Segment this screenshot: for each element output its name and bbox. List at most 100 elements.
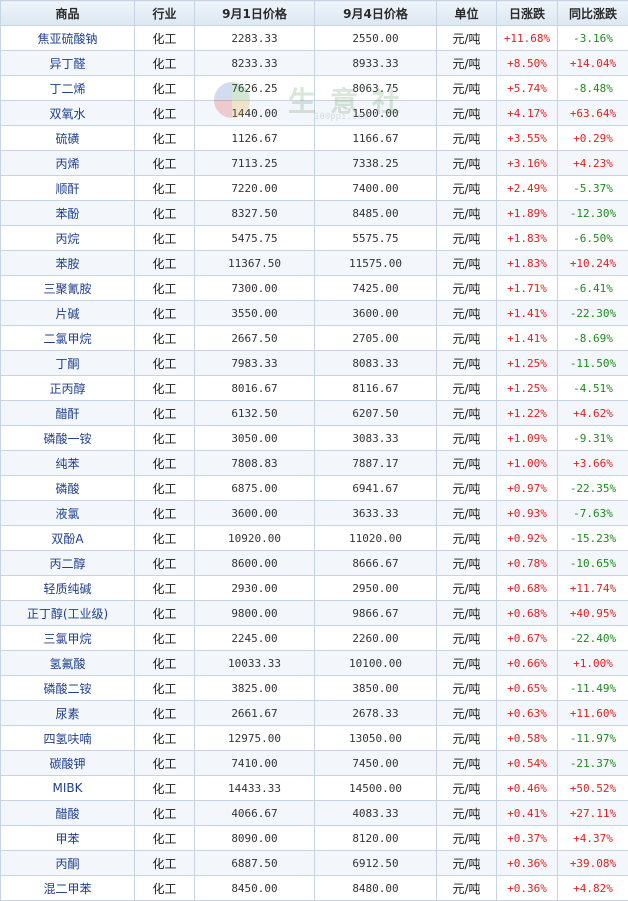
cell-yoy-change: -5.37% xyxy=(558,176,628,201)
cell-yoy-change: +4.37% xyxy=(558,826,628,851)
cell-commodity: 混二甲苯 xyxy=(1,876,135,901)
cell-price-sep1: 1126.67 xyxy=(195,126,315,151)
header-price-sep4: 9月4日价格 xyxy=(315,1,437,26)
cell-industry: 化工 xyxy=(135,501,195,526)
cell-unit: 元/吨 xyxy=(437,601,497,626)
cell-daily-change: +0.58% xyxy=(497,726,558,751)
cell-price-sep1: 8090.00 xyxy=(195,826,315,851)
cell-daily-change: +1.83% xyxy=(497,251,558,276)
cell-daily-change: +1.41% xyxy=(497,301,558,326)
cell-unit: 元/吨 xyxy=(437,851,497,876)
cell-price-sep4: 3850.00 xyxy=(315,676,437,701)
cell-industry: 化工 xyxy=(135,676,195,701)
cell-daily-change: +2.49% xyxy=(497,176,558,201)
cell-yoy-change: -9.31% xyxy=(558,426,628,451)
cell-price-sep1: 3550.00 xyxy=(195,301,315,326)
cell-price-sep4: 6207.50 xyxy=(315,401,437,426)
cell-industry: 化工 xyxy=(135,101,195,126)
cell-daily-change: +0.97% xyxy=(497,476,558,501)
cell-price-sep1: 3825.00 xyxy=(195,676,315,701)
cell-yoy-change: -21.37% xyxy=(558,751,628,776)
cell-price-sep4: 3083.33 xyxy=(315,426,437,451)
cell-price-sep4: 1166.67 xyxy=(315,126,437,151)
cell-daily-change: +0.65% xyxy=(497,676,558,701)
cell-industry: 化工 xyxy=(135,726,195,751)
cell-price-sep1: 7626.25 xyxy=(195,76,315,101)
cell-commodity: 纯苯 xyxy=(1,451,135,476)
cell-commodity: 双氧水 xyxy=(1,101,135,126)
cell-yoy-change: -8.48% xyxy=(558,76,628,101)
cell-unit: 元/吨 xyxy=(437,476,497,501)
cell-commodity: 尿素 xyxy=(1,701,135,726)
cell-industry: 化工 xyxy=(135,251,195,276)
cell-industry: 化工 xyxy=(135,226,195,251)
header-unit: 单位 xyxy=(437,1,497,26)
cell-yoy-change: +4.23% xyxy=(558,151,628,176)
cell-price-sep1: 7113.25 xyxy=(195,151,315,176)
cell-commodity: 四氢呋喃 xyxy=(1,726,135,751)
cell-unit: 元/吨 xyxy=(437,151,497,176)
cell-yoy-change: +4.62% xyxy=(558,401,628,426)
cell-unit: 元/吨 xyxy=(437,701,497,726)
cell-price-sep4: 8485.00 xyxy=(315,201,437,226)
cell-commodity: 丁二烯 xyxy=(1,76,135,101)
cell-unit: 元/吨 xyxy=(437,451,497,476)
cell-industry: 化工 xyxy=(135,326,195,351)
cell-price-sep1: 8016.67 xyxy=(195,376,315,401)
cell-commodity: 顺酐 xyxy=(1,176,135,201)
cell-industry: 化工 xyxy=(135,626,195,651)
cell-price-sep1: 11367.50 xyxy=(195,251,315,276)
cell-yoy-change: -11.49% xyxy=(558,676,628,701)
cell-daily-change: +5.74% xyxy=(497,76,558,101)
cell-unit: 元/吨 xyxy=(437,401,497,426)
cell-price-sep4: 1500.00 xyxy=(315,101,437,126)
cell-unit: 元/吨 xyxy=(437,551,497,576)
cell-industry: 化工 xyxy=(135,201,195,226)
cell-price-sep4: 7338.25 xyxy=(315,151,437,176)
cell-price-sep4: 10100.00 xyxy=(315,651,437,676)
cell-commodity: 片碱 xyxy=(1,301,135,326)
cell-unit: 元/吨 xyxy=(437,801,497,826)
cell-commodity: 双酚A xyxy=(1,526,135,551)
cell-daily-change: +1.09% xyxy=(497,426,558,451)
cell-yoy-change: -12.30% xyxy=(558,201,628,226)
cell-unit: 元/吨 xyxy=(437,501,497,526)
cell-daily-change: +1.89% xyxy=(497,201,558,226)
cell-industry: 化工 xyxy=(135,801,195,826)
cell-industry: 化工 xyxy=(135,176,195,201)
cell-yoy-change: -10.65% xyxy=(558,551,628,576)
cell-price-sep1: 1440.00 xyxy=(195,101,315,126)
cell-commodity: 正丁醇(工业级) xyxy=(1,601,135,626)
cell-price-sep4: 8116.67 xyxy=(315,376,437,401)
cell-daily-change: +0.36% xyxy=(497,876,558,901)
cell-price-sep4: 14500.00 xyxy=(315,776,437,801)
cell-price-sep4: 2678.33 xyxy=(315,701,437,726)
cell-price-sep4: 11575.00 xyxy=(315,251,437,276)
cell-yoy-change: -22.30% xyxy=(558,301,628,326)
cell-price-sep1: 7983.33 xyxy=(195,351,315,376)
cell-unit: 元/吨 xyxy=(437,51,497,76)
cell-daily-change: +8.50% xyxy=(497,51,558,76)
cell-price-sep4: 7400.00 xyxy=(315,176,437,201)
cell-industry: 化工 xyxy=(135,51,195,76)
cell-price-sep1: 10033.33 xyxy=(195,651,315,676)
cell-price-sep4: 6912.50 xyxy=(315,851,437,876)
cell-price-sep4: 7425.00 xyxy=(315,276,437,301)
cell-daily-change: +0.54% xyxy=(497,751,558,776)
cell-commodity: 轻质纯碱 xyxy=(1,576,135,601)
cell-yoy-change: +4.82% xyxy=(558,876,628,901)
